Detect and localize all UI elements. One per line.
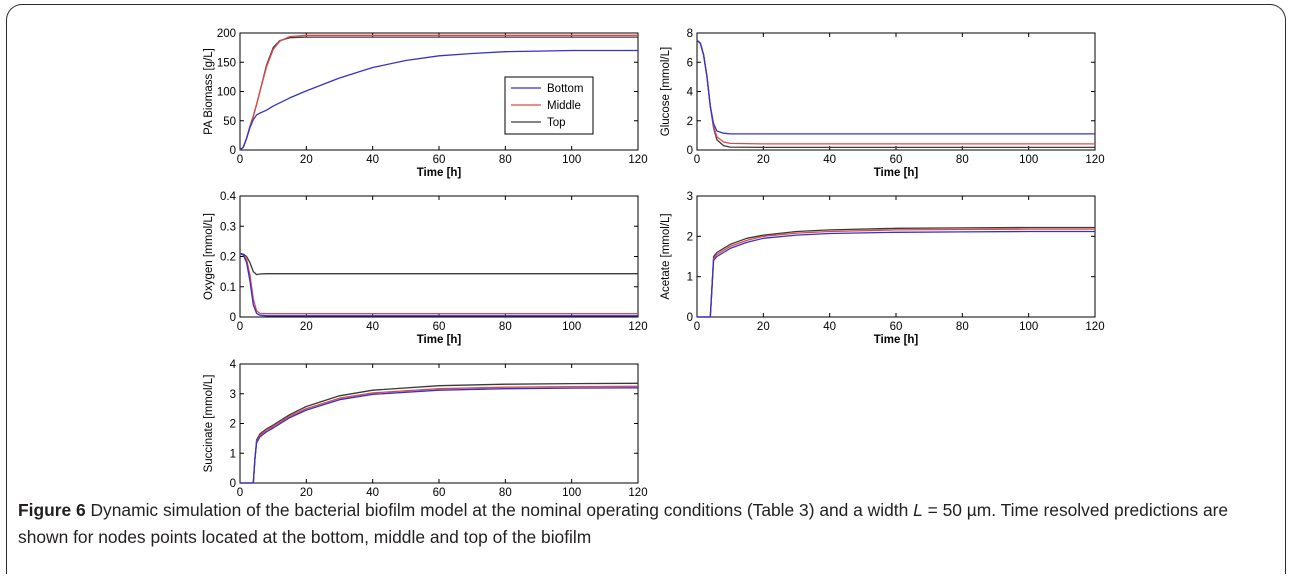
x-tick-label: 0 [237, 154, 243, 166]
figure-frame [6, 4, 1286, 574]
chart-pa-biomass: 0 20 40 60 80 100 120 0 50 100 150 200 Time [h] PA Bi… [203, 28, 648, 179]
y-tick-label: 6 [687, 57, 693, 69]
x-tick-label: 20 [300, 321, 313, 333]
x-axis-label: Time [h] [417, 334, 462, 346]
y-tick-label: 0.2 [220, 252, 236, 264]
x-tick-label: 80 [956, 154, 969, 166]
series-line-bottom [239, 252, 638, 317]
y-tick-label: 2 [230, 419, 236, 431]
plot-area [239, 363, 639, 484]
x-tick-label: 80 [499, 487, 512, 499]
y-axis-label: Succinate [mmol/L] [203, 375, 215, 473]
y-tick-label: 0 [230, 312, 236, 324]
x-tick-label: 40 [823, 321, 836, 333]
figure-label: Figure 6 [18, 500, 86, 520]
x-tick-label: 40 [366, 321, 379, 333]
plot-area [696, 32, 1096, 151]
x-tick-label: 40 [823, 154, 836, 166]
legend-label-middle: Middle [547, 100, 581, 112]
x-tick-label: 60 [433, 487, 446, 499]
caption-variable: L [913, 500, 923, 520]
x-tick-label: 20 [757, 321, 770, 333]
x-tick-label: 100 [562, 321, 581, 333]
x-tick-label: 60 [890, 321, 903, 333]
x-tick-label: 120 [628, 154, 647, 166]
series-line-bottom [240, 387, 639, 484]
x-tick-label: 60 [433, 154, 446, 166]
x-tick-label: 60 [433, 321, 446, 333]
y-tick-label: 150 [217, 57, 236, 69]
caption-text-1: Dynamic simulation of the bacterial biof… [85, 500, 914, 520]
series-line-bottom [697, 230, 1095, 318]
y-tick-label: 4 [687, 87, 694, 99]
x-tick-label: 100 [1019, 154, 1038, 166]
y-tick-label: 2 [687, 231, 693, 243]
y-tick-label: 3 [230, 389, 236, 401]
y-tick-label: 3 [687, 191, 693, 203]
series-line-middle [239, 252, 638, 315]
plot-area [696, 195, 1096, 318]
x-tick-label: 0 [237, 321, 243, 333]
x-tick-label: 40 [366, 154, 379, 166]
y-tick-label: 100 [217, 87, 236, 99]
x-tick-label: 0 [694, 321, 700, 333]
x-tick-label: 80 [499, 321, 512, 333]
caption-text-2: = 50 µm. Time resolved predictions are s… [18, 500, 1229, 547]
y-tick-label: 0 [687, 145, 693, 157]
y-tick-label: 0.1 [220, 282, 236, 294]
x-tick-label: 120 [1085, 321, 1104, 333]
x-axis-label: Time [h] [417, 167, 462, 179]
x-tick-label: 20 [757, 154, 770, 166]
x-axis-label: Time [h] [874, 334, 919, 346]
chart-oxygen: 0 20 40 60 80 100 120 0 0.1 0.2 0.3 0.4 Time [h] Oxyg… [203, 191, 648, 346]
legend-label-bottom: Bottom [547, 83, 583, 95]
y-tick-label: 0.4 [220, 191, 237, 203]
y-tick-label: 0 [230, 145, 236, 157]
y-tick-label: 0 [230, 478, 236, 490]
y-tick-label: 200 [217, 28, 236, 40]
y-axis-label: Acetate [mmol/L] [660, 213, 672, 299]
x-tick-label: 120 [628, 487, 647, 499]
x-axis-label: Time [h] [874, 167, 919, 179]
y-tick-label: 0.3 [220, 221, 236, 233]
x-tick-label: 100 [562, 154, 581, 166]
plot-area [239, 195, 639, 318]
y-tick-label: 2 [687, 116, 693, 128]
series-line-top [239, 252, 638, 276]
y-tick-label: 0 [687, 312, 693, 324]
y-axis-label: Glucose [mmol/L] [660, 47, 672, 136]
x-tick-label: 20 [300, 487, 313, 499]
y-tick-label: 8 [687, 28, 693, 40]
legend: Bottom Middle Top [504, 76, 594, 135]
legend-label-top: Top [547, 117, 566, 129]
y-tick-label: 1 [230, 448, 236, 460]
x-tick-label: 0 [237, 487, 243, 499]
chart-succinate: 02040608010012001234Time [h]Succinate [m… [203, 359, 648, 499]
y-tick-label: 4 [230, 359, 237, 371]
x-tick-label: 20 [300, 154, 313, 166]
series-line-bottom [239, 49, 638, 151]
y-axis-label: Oxygen [mmol/L] [203, 213, 215, 300]
y-tick-label: 1 [687, 272, 693, 284]
x-tick-label: 0 [694, 154, 700, 166]
x-tick-label: 80 [499, 154, 512, 166]
chart-acetate: 0 20 40 60 80 100 120 0 1 2 3 Time [h] Acetate [mmol… [660, 191, 1105, 346]
x-tick-label: 100 [562, 487, 581, 499]
x-tick-label: 60 [890, 154, 903, 166]
series-line-bottom [696, 39, 1095, 135]
x-tick-label: 40 [366, 487, 379, 499]
chart-glucose: 0 20 40 60 80 100 120 0 2 4 6 8 Time [h] Glucose [mmo… [660, 28, 1105, 179]
x-tick-label: 120 [628, 321, 647, 333]
y-tick-label: 50 [223, 116, 236, 128]
x-tick-label: 120 [1085, 154, 1104, 166]
y-axis-label: PA Biomass [g/L] [203, 48, 215, 135]
figure-caption: Figure 6 Dynamic simulation of the bacte… [18, 497, 1268, 551]
x-tick-label: 100 [1019, 321, 1038, 333]
x-tick-label: 80 [956, 321, 969, 333]
